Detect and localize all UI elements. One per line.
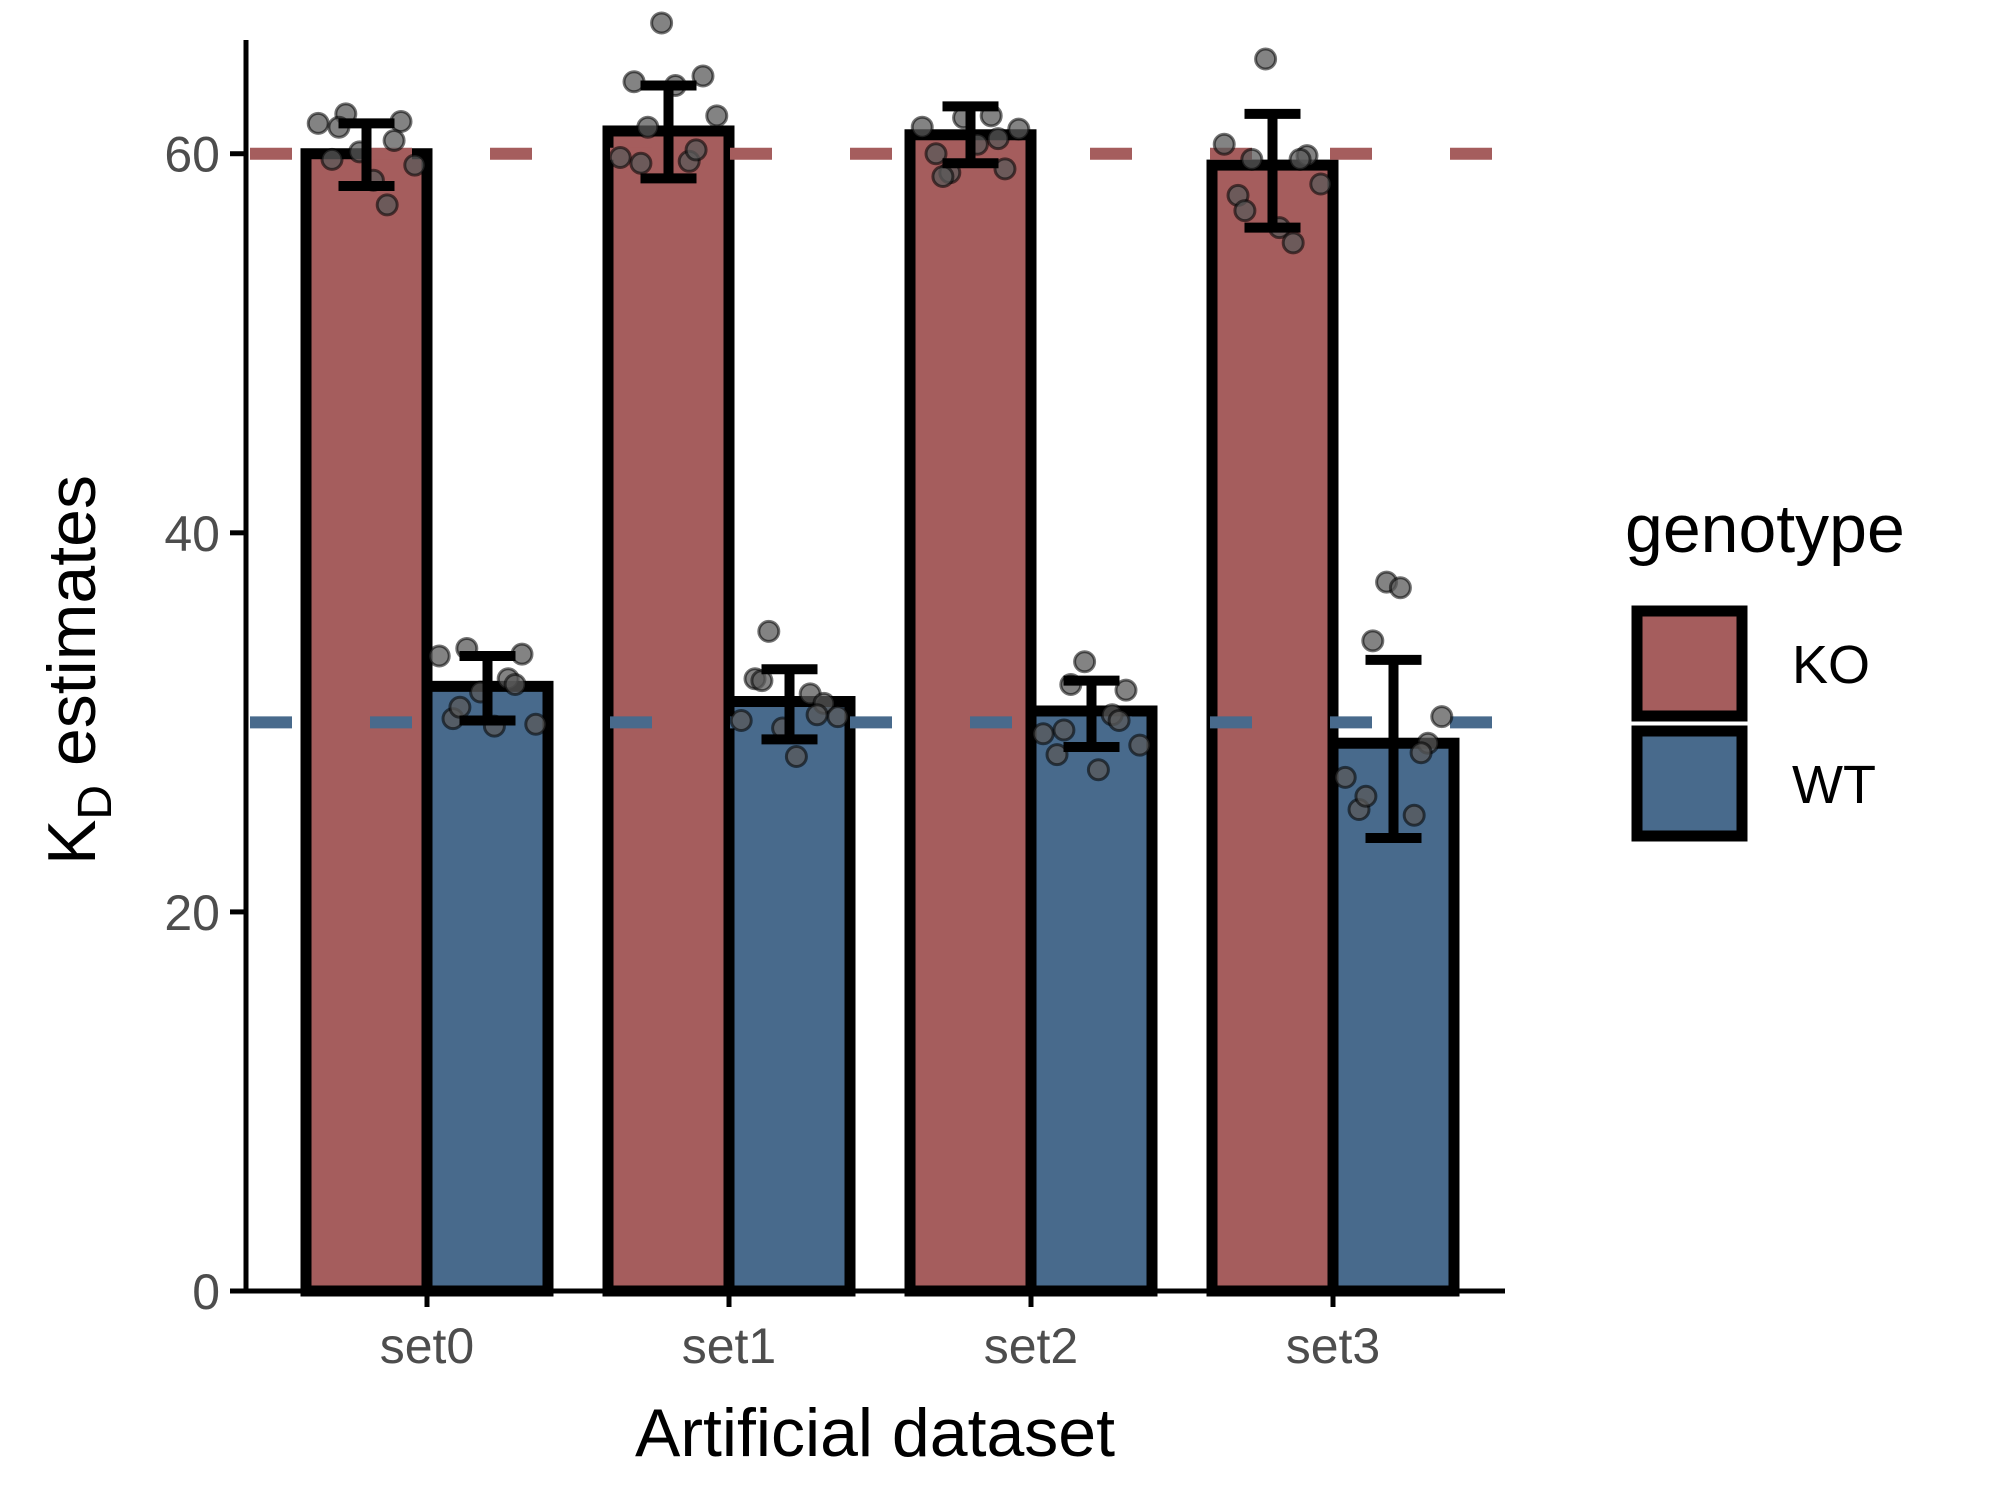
point-set2-wt-9 bbox=[1052, 718, 1076, 742]
point-set3-wt-1 bbox=[1333, 765, 1357, 789]
point-set2-ko-2 bbox=[924, 142, 948, 166]
point-set0-ko-8 bbox=[403, 153, 427, 177]
x-tick-label-set3: set3 bbox=[1286, 1318, 1381, 1374]
point-set3-ko-8 bbox=[1309, 172, 1333, 196]
legend-title: genotype bbox=[1625, 491, 1905, 567]
point-set3-wt-10 bbox=[1409, 741, 1433, 765]
point-set2-wt-7 bbox=[1114, 678, 1138, 702]
x-tick-label-set0: set0 bbox=[380, 1318, 475, 1374]
point-set2-ko-10 bbox=[986, 127, 1010, 151]
error-bars bbox=[338, 80, 1422, 843]
point-set0-ko-10 bbox=[382, 128, 406, 152]
point-set0-ko-2 bbox=[320, 147, 344, 171]
point-set3-ko-3 bbox=[1240, 147, 1264, 171]
errorbar-set3-wt bbox=[1365, 654, 1422, 843]
point-set1-ko-9 bbox=[629, 151, 653, 175]
errorbar-set2-ko bbox=[942, 101, 999, 169]
y-tick-label-20: 20 bbox=[164, 885, 220, 941]
y-axis-title-subscript: D bbox=[69, 785, 122, 820]
point-set1-ko-10 bbox=[684, 138, 708, 162]
x-tick-label-set2: set2 bbox=[984, 1318, 1079, 1374]
point-set2-ko-8 bbox=[1007, 117, 1031, 141]
point-set3-ko-10 bbox=[1288, 147, 1312, 171]
point-set0-wt-1 bbox=[427, 644, 451, 668]
point-set1-ko-1 bbox=[608, 146, 632, 170]
point-set0-wt-10 bbox=[503, 672, 527, 696]
x-ticks: set0 set1 set2 set3 bbox=[380, 1291, 1381, 1374]
point-set2-wt-4 bbox=[1073, 650, 1097, 674]
legend-label-ko: KO bbox=[1792, 635, 1870, 695]
point-set1-ko-7 bbox=[691, 64, 715, 88]
point-set1-wt-1 bbox=[729, 708, 753, 732]
errorbar-set0-wt bbox=[459, 651, 516, 726]
point-set3-wt-5 bbox=[1388, 576, 1412, 600]
y-tick-label-60: 60 bbox=[164, 127, 220, 183]
point-set1-ko-3 bbox=[636, 115, 660, 139]
point-set3-wt-9 bbox=[1354, 784, 1378, 808]
bars bbox=[300, 125, 1460, 1297]
point-set3-wt-6 bbox=[1402, 803, 1426, 827]
point-set0-wt-8 bbox=[524, 712, 548, 736]
bar-set1-wt bbox=[723, 696, 856, 1297]
point-set2-wt-5 bbox=[1086, 758, 1110, 782]
y-axis-title-main: K bbox=[34, 820, 110, 865]
point-set1-wt-8 bbox=[826, 705, 850, 729]
y-axis-title: KD estimates bbox=[34, 475, 122, 865]
legend-swatch-ko bbox=[1631, 605, 1748, 722]
point-set1-ko-8 bbox=[705, 104, 729, 128]
point-set3-ko-9 bbox=[1233, 199, 1257, 223]
jitter-points bbox=[306, 11, 1454, 827]
legend-label-wt: WT bbox=[1792, 755, 1876, 815]
errorbar-set0-ko bbox=[338, 118, 395, 191]
legend-item-ko: KO bbox=[1631, 605, 1870, 722]
x-axis-title: Artificial dataset bbox=[635, 1395, 1115, 1471]
point-set2-wt-1 bbox=[1031, 722, 1055, 746]
point-set2-ko-9 bbox=[931, 164, 955, 188]
y-tick-label-0: 0 bbox=[192, 1264, 220, 1320]
point-set2-ko-7 bbox=[993, 157, 1017, 181]
legend-item-wt: WT bbox=[1631, 725, 1876, 842]
point-set0-ko-6 bbox=[375, 193, 399, 217]
point-set2-wt-10 bbox=[1107, 708, 1131, 732]
bar-set2-ko bbox=[904, 129, 1037, 1297]
y-axis-title-rest: estimates bbox=[34, 475, 110, 785]
reference-lines-front bbox=[246, 147, 1505, 729]
point-set1-wt-3 bbox=[757, 619, 781, 643]
legend-swatch-wt bbox=[1631, 725, 1748, 842]
axes: 0 20 40 60 set0 set1 set2 set3 bbox=[164, 40, 1505, 1374]
point-set3-wt-8 bbox=[1430, 705, 1454, 729]
errorbar-set1-ko bbox=[640, 80, 697, 184]
errorbar-set2-wt bbox=[1063, 675, 1120, 753]
legend-items: KO WT bbox=[1631, 605, 1876, 842]
legend: genotype KO WT bbox=[1625, 491, 1905, 842]
point-set0-ko-1 bbox=[306, 111, 330, 135]
y-tick-label-40: 40 bbox=[164, 506, 220, 562]
point-set1-wt-5 bbox=[784, 744, 808, 768]
x-tick-label-set1: set1 bbox=[682, 1318, 777, 1374]
bar-set1-ko bbox=[602, 125, 735, 1297]
point-set3-ko-1 bbox=[1212, 132, 1236, 156]
bar-set2-wt bbox=[1025, 705, 1158, 1297]
point-set1-wt-10 bbox=[805, 703, 829, 727]
y-ticks: 0 20 40 60 bbox=[164, 127, 246, 1320]
bar-set0-wt bbox=[421, 680, 554, 1297]
errorbar-set3-ko bbox=[1244, 108, 1301, 233]
point-set0-wt-9 bbox=[448, 695, 472, 719]
point-set1-ko-4 bbox=[650, 11, 674, 35]
errorbar-set1-wt bbox=[761, 664, 818, 745]
point-set2-wt-2 bbox=[1045, 743, 1069, 767]
point-set3-ko-4 bbox=[1254, 47, 1278, 71]
point-set3-ko-6 bbox=[1281, 231, 1305, 255]
point-set2-wt-8 bbox=[1128, 733, 1152, 757]
point-set2-ko-1 bbox=[910, 115, 934, 139]
point-set3-wt-3 bbox=[1361, 629, 1385, 653]
